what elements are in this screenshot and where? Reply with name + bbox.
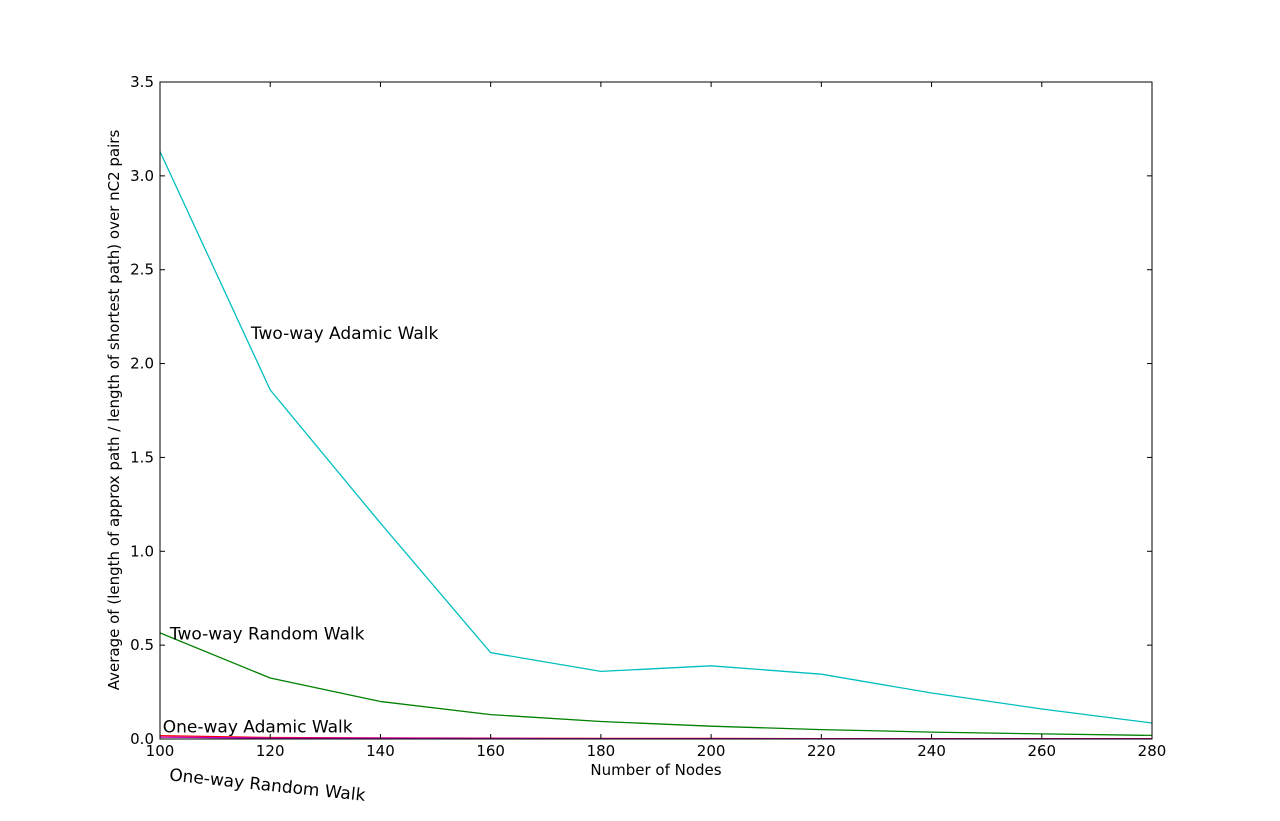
y-tick-label: 2.5	[130, 261, 154, 279]
y-tick-label: 2.0	[130, 355, 154, 373]
x-tick-label: 280	[1138, 742, 1167, 760]
x-axis-label: Number of Nodes	[590, 761, 721, 779]
x-tick-label: 240	[917, 742, 946, 760]
y-tick-label: 3.5	[130, 73, 154, 91]
y-tick-label: 0.0	[130, 730, 154, 748]
plot-frame	[159, 81, 1153, 740]
y-tick-label: 0.5	[130, 636, 154, 654]
x-tick-label: 100	[146, 742, 175, 760]
x-tick-label: 120	[256, 742, 285, 760]
tick-layer: 100 120 140 160 180 200 220 240 260 280 0.0 0.5 1.0 1…	[130, 73, 1166, 760]
x-tick-label: 140	[366, 742, 395, 760]
y-axis-label: Average of (length of approx path / leng…	[105, 130, 123, 691]
y-tick-label: 1.0	[130, 542, 154, 560]
x-tick-label: 200	[697, 742, 726, 760]
annotation-layer: Two-way Adamic Walk Two-way Random Walk On…	[163, 324, 439, 806]
x-tick-label: 220	[807, 742, 836, 760]
y-tick-label: 1.5	[130, 448, 154, 466]
x-tick-label: 160	[476, 742, 505, 760]
series-annotation: One-way Adamic Walk	[163, 717, 353, 737]
x-tick-label: 180	[587, 742, 616, 760]
series-annotation: Two-way Adamic Walk	[250, 324, 439, 344]
series-annotation: One-way Random Walk	[168, 765, 366, 806]
y-tick-label: 3.0	[130, 167, 154, 185]
series-line-0	[159, 151, 1153, 724]
series-annotation: Two-way Random Walk	[169, 625, 365, 645]
x-tick-label: 260	[1027, 742, 1056, 760]
series-line-1	[159, 632, 1153, 737]
series-layer	[159, 151, 1153, 740]
